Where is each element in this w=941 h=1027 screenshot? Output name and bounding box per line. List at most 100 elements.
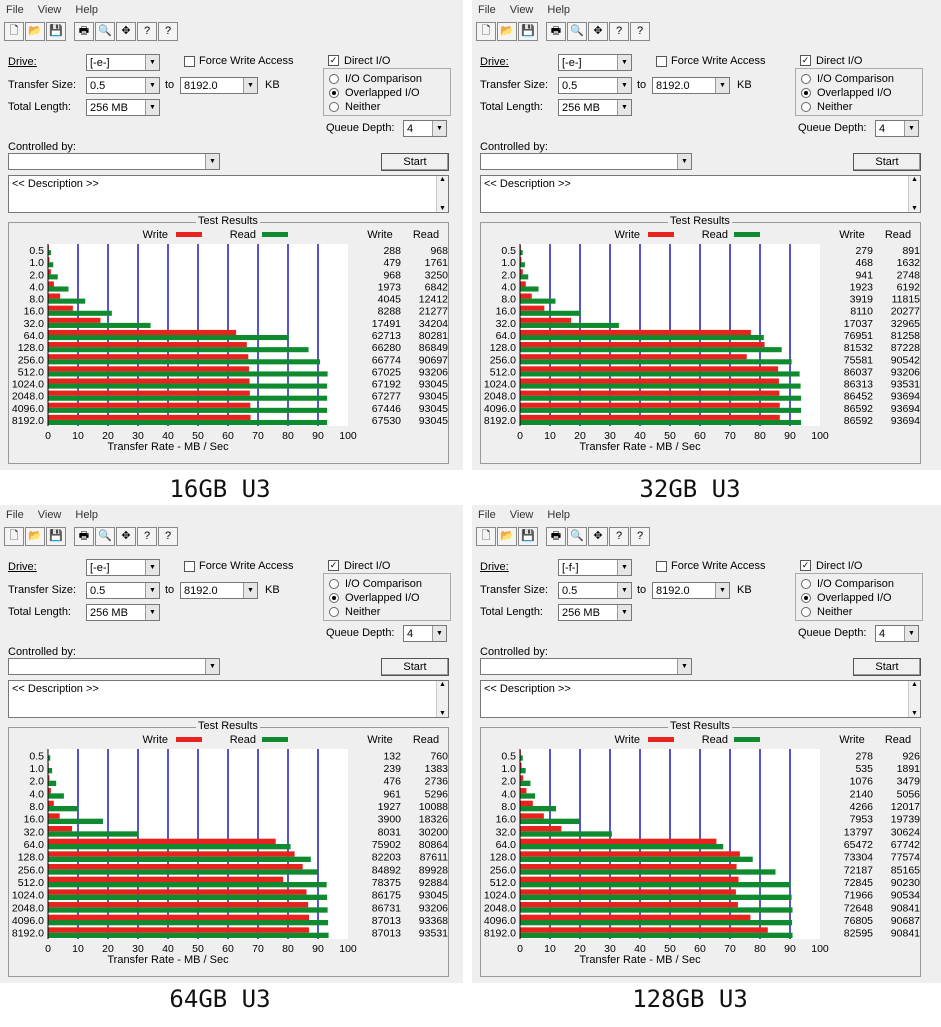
drive-select[interactable]: [-f-] ▼ — [558, 559, 632, 576]
menu-file[interactable]: File — [6, 509, 24, 521]
force-write-checkbox[interactable] — [184, 56, 195, 67]
neither-radio[interactable] — [801, 607, 811, 617]
crosshair-icon[interactable]: ✥ — [116, 22, 136, 41]
drive-select[interactable]: [-e-] ▼ — [558, 54, 632, 71]
overlapped-io-radio[interactable] — [801, 593, 811, 603]
transfer-size-from-select[interactable]: 0.5 ▼ — [86, 77, 160, 94]
transfer-size-from-select[interactable]: 0.5 ▼ — [86, 582, 160, 599]
print-preview-icon[interactable]: 🔍 — [567, 527, 587, 546]
description-scrollbar[interactable]: ▲ ▼ — [908, 176, 920, 212]
controlled-by-select[interactable]: ▼ — [8, 658, 220, 675]
force-write-checkbox[interactable] — [656, 561, 667, 572]
menu-view[interactable]: View — [509, 509, 534, 521]
new-icon[interactable]: 🗋 — [476, 22, 496, 41]
open-icon[interactable]: 📂 — [497, 22, 517, 41]
save-icon[interactable]: 💾 — [518, 22, 538, 41]
crosshair-icon[interactable]: ✥ — [116, 527, 136, 546]
io-comparison-radio[interactable] — [801, 579, 811, 589]
drive-select[interactable]: [-e-] ▼ — [86, 559, 160, 576]
start-button[interactable]: Start — [381, 153, 449, 171]
overlapped-io-radio[interactable] — [329, 593, 339, 603]
save-icon[interactable]: 💾 — [46, 22, 66, 41]
menu-view[interactable]: View — [37, 4, 62, 16]
menu-view[interactable]: View — [37, 509, 62, 521]
description-scrollbar[interactable]: ▲ ▼ — [436, 681, 448, 717]
start-button[interactable]: Start — [381, 658, 449, 676]
neither-radio[interactable] — [801, 102, 811, 112]
direct-io-checkbox[interactable]: ✓ — [800, 560, 811, 571]
open-icon[interactable]: 📂 — [497, 527, 517, 546]
total-length-select[interactable]: 256 MB ▼ — [86, 99, 160, 116]
save-icon[interactable]: 💾 — [46, 527, 66, 546]
description-scrollbar[interactable]: ▲ ▼ — [436, 176, 448, 212]
print-icon[interactable]: 🖶 — [546, 22, 566, 41]
total-length-select[interactable]: 256 MB ▼ — [558, 604, 632, 621]
crosshair-icon[interactable]: ✥ — [588, 22, 608, 41]
description-box[interactable]: << Description >> ▲ ▼ — [8, 680, 449, 718]
transfer-size-to-select[interactable]: 8192.0 ▼ — [180, 77, 258, 94]
new-icon[interactable]: 🗋 — [4, 22, 24, 41]
context-help-icon[interactable]: ? — [158, 527, 178, 546]
transfer-size-from-select[interactable]: 0.5 ▼ — [558, 77, 632, 94]
description-box[interactable]: << Description >> ▲ ▼ — [480, 175, 921, 213]
controlled-by-select[interactable]: ▼ — [8, 153, 220, 170]
context-help-icon[interactable]: ? — [630, 527, 650, 546]
force-write-checkbox[interactable] — [656, 56, 667, 67]
queue-depth-select[interactable]: 4 ▼ — [875, 625, 919, 642]
description-box[interactable]: << Description >> ▲ ▼ — [480, 680, 921, 718]
controlled-by-select[interactable]: ▼ — [480, 153, 692, 170]
menu-help[interactable]: Help — [75, 509, 99, 521]
start-button[interactable]: Start — [853, 153, 921, 171]
help-icon[interactable]: ? — [137, 22, 157, 41]
total-length-select[interactable]: 256 MB ▼ — [558, 99, 632, 116]
help-icon[interactable]: ? — [609, 22, 629, 41]
drive-select[interactable]: [-e-] ▼ — [86, 54, 160, 71]
context-help-icon[interactable]: ? — [630, 22, 650, 41]
print-icon[interactable]: 🖶 — [74, 527, 94, 546]
neither-radio[interactable] — [329, 102, 339, 112]
menu-help[interactable]: Help — [547, 4, 571, 16]
menu-help[interactable]: Help — [547, 509, 571, 521]
force-write-checkbox[interactable] — [184, 561, 195, 572]
direct-io-checkbox[interactable]: ✓ — [328, 560, 339, 571]
menu-view[interactable]: View — [509, 4, 534, 16]
crosshair-icon[interactable]: ✥ — [588, 527, 608, 546]
transfer-size-to-select[interactable]: 8192.0 ▼ — [180, 582, 258, 599]
controlled-by-select[interactable]: ▼ — [480, 658, 692, 675]
open-icon[interactable]: 📂 — [25, 527, 45, 546]
menu-help[interactable]: Help — [75, 4, 99, 16]
transfer-size-to-select[interactable]: 8192.0 ▼ — [652, 77, 730, 94]
direct-io-checkbox[interactable]: ✓ — [328, 55, 339, 66]
io-comparison-radio[interactable] — [329, 74, 339, 84]
neither-radio[interactable] — [329, 607, 339, 617]
description-scrollbar[interactable]: ▲ ▼ — [908, 681, 920, 717]
queue-depth-select[interactable]: 4 ▼ — [403, 625, 447, 642]
print-preview-icon[interactable]: 🔍 — [567, 22, 587, 41]
overlapped-io-radio[interactable] — [329, 88, 339, 98]
new-icon[interactable]: 🗋 — [476, 527, 496, 546]
direct-io-checkbox[interactable]: ✓ — [800, 55, 811, 66]
menu-file[interactable]: File — [6, 4, 24, 16]
print-icon[interactable]: 🖶 — [546, 527, 566, 546]
save-icon[interactable]: 💾 — [518, 527, 538, 546]
queue-depth-select[interactable]: 4 ▼ — [403, 120, 447, 137]
transfer-size-to-select[interactable]: 8192.0 ▼ — [652, 582, 730, 599]
new-icon[interactable]: 🗋 — [4, 527, 24, 546]
total-length-select[interactable]: 256 MB ▼ — [86, 604, 160, 621]
queue-depth-select[interactable]: 4 ▼ — [875, 120, 919, 137]
io-comparison-radio[interactable] — [801, 74, 811, 84]
overlapped-io-radio[interactable] — [801, 88, 811, 98]
context-help-icon[interactable]: ? — [158, 22, 178, 41]
print-icon[interactable]: 🖶 — [74, 22, 94, 41]
print-preview-icon[interactable]: 🔍 — [95, 527, 115, 546]
io-comparison-radio[interactable] — [329, 579, 339, 589]
help-icon[interactable]: ? — [609, 527, 629, 546]
menu-file[interactable]: File — [478, 4, 496, 16]
transfer-size-from-select[interactable]: 0.5 ▼ — [558, 582, 632, 599]
description-box[interactable]: << Description >> ▲ ▼ — [8, 175, 449, 213]
menu-file[interactable]: File — [478, 509, 496, 521]
help-icon[interactable]: ? — [137, 527, 157, 546]
start-button[interactable]: Start — [853, 658, 921, 676]
open-icon[interactable]: 📂 — [25, 22, 45, 41]
print-preview-icon[interactable]: 🔍 — [95, 22, 115, 41]
